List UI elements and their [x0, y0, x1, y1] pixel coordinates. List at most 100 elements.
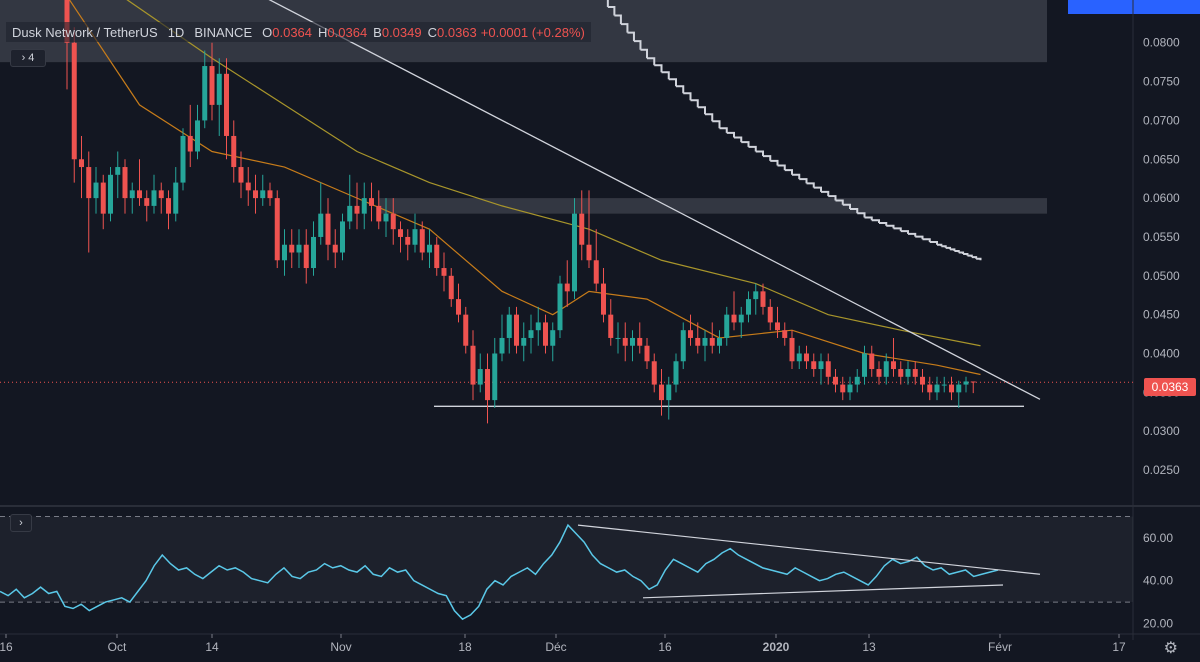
indicators-toggle[interactable]: › 4: [10, 49, 46, 67]
time-tick-label: 18: [458, 640, 472, 654]
candle-body: [354, 205, 360, 214]
candle-body: [615, 337, 621, 339]
candle-body: [434, 244, 440, 269]
time-tick-label: Oct: [108, 640, 127, 654]
candle-body: [340, 221, 345, 253]
candle-body: [282, 244, 287, 261]
candle-body: [521, 337, 527, 346]
candle-body: [920, 376, 925, 385]
candle-body: [970, 381, 976, 383]
candle-body: [586, 244, 592, 261]
chevron-right-icon: ›: [21, 52, 26, 64]
candle-body: [311, 236, 316, 269]
gear-icon[interactable]: ⚙: [1163, 640, 1178, 657]
candle-body: [644, 345, 650, 362]
candle-body: [456, 299, 461, 315]
candle-body: [64, 0, 70, 43]
candle-body: [245, 182, 251, 191]
candle-body: [332, 244, 338, 253]
candle-body: [912, 369, 918, 377]
candle-body: [622, 337, 628, 346]
candle-body: [398, 229, 403, 237]
candle-body: [202, 66, 208, 121]
change-value: +0.0001 (+0.28%): [480, 24, 585, 40]
resistance-zone: [378, 198, 1047, 214]
candle-body: [709, 337, 715, 346]
candle-body: [274, 198, 280, 261]
rsi-band: [0, 516, 1133, 603]
candle-body: [572, 213, 577, 292]
candle-body: [166, 198, 171, 214]
candle-body: [514, 314, 519, 346]
candle-body: [216, 73, 222, 105]
candle-body: [535, 322, 541, 331]
price-tick-label: 0.0250: [1143, 463, 1180, 477]
candle-body: [883, 361, 889, 377]
chevron-right-icon: ›: [19, 517, 23, 529]
candle-body: [260, 190, 266, 199]
high-label: H: [318, 24, 328, 40]
candle-body: [238, 167, 244, 183]
candle-body: [318, 213, 324, 237]
candle-body: [427, 244, 432, 253]
interval-label: 1D: [167, 24, 185, 40]
price-tick-label: 0.0650: [1143, 152, 1180, 166]
time-tick-label: 2020: [763, 640, 790, 654]
candle-body: [86, 167, 92, 199]
price-tick-label: 0.0800: [1143, 36, 1180, 50]
candle-body: [347, 205, 353, 222]
ma-mid-line: [126, 0, 981, 347]
candle-body: [441, 268, 447, 276]
candle-body: [419, 229, 425, 253]
close-label: C: [427, 24, 437, 40]
symbol-title: Dusk Network / TetherUS: [12, 24, 158, 40]
rsi-line: [0, 523, 999, 621]
low-value: 0.0349: [381, 24, 422, 40]
price-tick-label: 0.0450: [1143, 308, 1180, 322]
candle-body: [702, 337, 708, 346]
candle-body: [804, 353, 809, 362]
candle-body: [71, 42, 77, 160]
candle-body: [129, 190, 135, 199]
candle-body: [253, 190, 258, 199]
time-tick-label: 17: [1112, 640, 1126, 654]
price-tick-label: 0.0400: [1143, 347, 1180, 361]
candle-body: [731, 314, 737, 323]
candle-body: [637, 337, 643, 346]
price-tick-label: 0.0500: [1143, 269, 1180, 283]
candle-body: [267, 190, 273, 199]
candle-body: [869, 353, 875, 370]
candle-body: [383, 213, 389, 222]
candle-body: [738, 314, 744, 323]
candle-body: [209, 66, 215, 105]
candle-body: [753, 291, 759, 300]
time-tick-label: Févr: [988, 640, 1012, 654]
last-price-badge: 0.0363: [1144, 378, 1196, 396]
price-tick-label: 0.0600: [1143, 191, 1180, 205]
candle-body: [550, 330, 556, 346]
open-label: O: [262, 24, 273, 40]
candle-body: [303, 244, 309, 269]
candle-body: [811, 361, 817, 370]
candle-body: [876, 369, 882, 377]
candle-body: [325, 213, 331, 245]
symbol-legend[interactable]: Dusk Network / TetherUS 1D BINANCE O 0.03…: [6, 22, 591, 42]
rsi-upper-trendline: [577, 524, 1041, 575]
candle-body: [695, 337, 701, 346]
candle-body: [477, 369, 483, 385]
candle-body: [499, 337, 505, 354]
candle-body: [405, 236, 411, 245]
candle-body: [173, 182, 179, 214]
rsi-pane-toggle[interactable]: ›: [10, 514, 32, 532]
price-tick-label: 0.0750: [1143, 75, 1180, 89]
candle-body: [680, 330, 686, 362]
candle-body: [847, 384, 853, 393]
candle-body: [825, 361, 831, 377]
candle-body: [296, 244, 302, 253]
candle-body: [630, 337, 635, 346]
candle-body: [854, 376, 860, 385]
candle-body: [115, 167, 121, 175]
candle-body: [717, 337, 722, 346]
candle-body: [224, 73, 229, 136]
